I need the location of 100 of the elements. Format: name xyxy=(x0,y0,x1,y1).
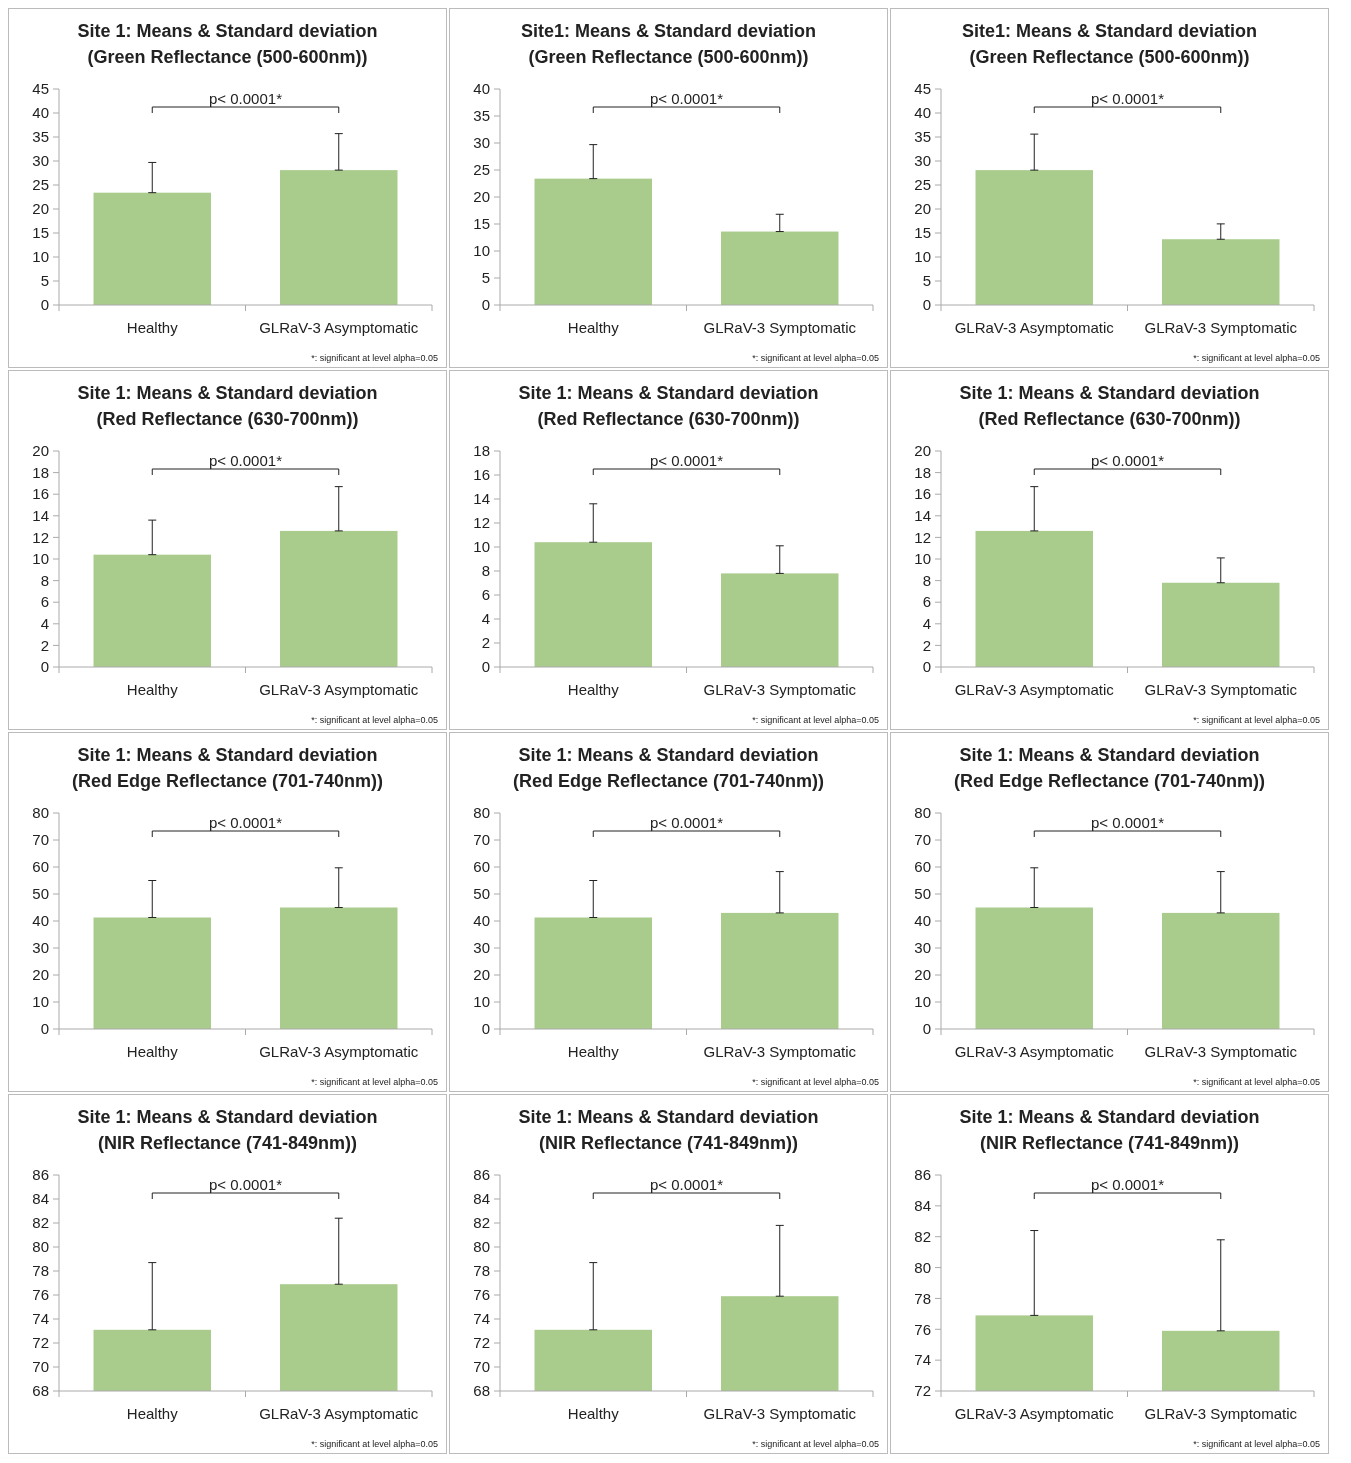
y-tick-label: 30 xyxy=(914,152,931,170)
x-tick-label: Healthy xyxy=(567,681,620,698)
chart-subtitle: (Green Reflectance (500-600nm)) xyxy=(87,47,368,67)
x-tick-label: GLRaV-3 Symptomatic xyxy=(703,319,857,336)
y-tick-label: 40 xyxy=(32,912,49,930)
y-tick-label: 0 xyxy=(481,658,490,676)
x-tick-label: GLRaV-3 Symptomatic xyxy=(703,681,857,698)
annotation: p< 0.0001* xyxy=(1091,814,1165,831)
y-tick-label: 84 xyxy=(914,1197,931,1215)
y-tick-label: 16 xyxy=(914,485,931,503)
y-tick-label: 2 xyxy=(40,636,49,654)
y-tick-label: 10 xyxy=(473,538,490,556)
x-tick-label: GLRaV-3 Symptomatic xyxy=(1144,319,1298,336)
y-tick-label: 20 xyxy=(32,442,49,460)
y-tick-label: 78 xyxy=(914,1289,931,1307)
y-tick-label: 4 xyxy=(40,615,49,633)
y-tick-label: 80 xyxy=(473,804,490,822)
chart-title: Site 1: Means & Standard deviation xyxy=(518,383,819,403)
y-tick-label: 84 xyxy=(32,1190,49,1208)
chart-title: Site1: Means & Standard deviation xyxy=(520,21,817,41)
y-tick-label: 0 xyxy=(40,658,49,676)
y-tick-label: 70 xyxy=(914,831,931,849)
y-tick-label: 68 xyxy=(473,1382,490,1400)
y-tick-label: 15 xyxy=(32,224,49,242)
x-tick-label: GLRaV-3 Asymptomatic xyxy=(954,319,1115,336)
text: *: significant at level alpha=0.05 xyxy=(1193,715,1320,725)
chart-subtitle: (Red Edge Reflectance (701-740nm)) xyxy=(71,771,384,791)
chart-title: Site 1: Means & Standard deviation xyxy=(77,1107,378,1127)
y-tick-label: 40 xyxy=(914,104,931,122)
annotation: p< 0.0001* xyxy=(650,1176,724,1193)
x-tick-label: GLRaV-3 Asymptomatic xyxy=(259,1405,419,1422)
y-tick-label: 78 xyxy=(32,1262,49,1280)
y-tick-label: 30 xyxy=(473,939,490,957)
y-tick-label: 5 xyxy=(481,269,490,287)
y-tick-label: 80 xyxy=(914,1258,931,1276)
y-tick-label: 10 xyxy=(32,550,49,568)
x-tick-label: GLRaV-3 Asymptomatic xyxy=(259,1043,419,1060)
y-tick-label: 84 xyxy=(473,1190,490,1208)
y-tick-label: 80 xyxy=(32,804,49,822)
y-tick-label: 82 xyxy=(32,1214,49,1232)
y-tick-label: 2 xyxy=(922,636,931,654)
text: *: significant at level alpha=0.05 xyxy=(311,1077,438,1087)
text: *: significant at level alpha=0.05 xyxy=(1193,1077,1320,1087)
y-tick-label: 20 xyxy=(473,188,490,206)
y-tick-label: 0 xyxy=(922,296,931,314)
y-tick-label: 70 xyxy=(32,1358,49,1376)
text: *: significant at level alpha=0.05 xyxy=(311,353,438,363)
y-tick-label: 12 xyxy=(473,514,490,532)
x-tick-label: GLRaV-3 Asymptomatic xyxy=(259,681,419,698)
y-tick-label: 0 xyxy=(40,1020,49,1038)
chart-subtitle: (Red Edge Reflectance (701-740nm)) xyxy=(953,771,1266,791)
y-tick-label: 10 xyxy=(914,550,931,568)
y-tick-label: 72 xyxy=(914,1382,931,1400)
y-tick-label: 14 xyxy=(32,507,49,525)
y-tick-label: 15 xyxy=(473,215,490,233)
y-tick-label: 4 xyxy=(922,615,931,633)
y-tick-label: 72 xyxy=(32,1334,49,1352)
y-tick-label: 6 xyxy=(481,586,490,604)
annotation: p< 0.0001* xyxy=(209,452,283,469)
annotation: p< 0.0001* xyxy=(1091,90,1165,107)
y-tick-label: 10 xyxy=(473,993,490,1011)
x-tick-label: Healthy xyxy=(567,1043,620,1060)
annotation: p< 0.0001* xyxy=(1091,452,1165,469)
y-tick-label: 10 xyxy=(32,248,49,266)
y-tick-label: 70 xyxy=(473,831,490,849)
y-tick-label: 40 xyxy=(473,80,490,98)
chart-subtitle: (Red Reflectance (630-700nm)) xyxy=(96,409,359,429)
chart-subtitle: (NIR Reflectance (741-849nm)) xyxy=(538,1133,799,1153)
y-tick-label: 18 xyxy=(914,463,931,481)
x-tick-label: GLRaV-3 Symptomatic xyxy=(1144,1043,1298,1060)
y-tick-label: 45 xyxy=(32,80,49,98)
text: *: significant at level alpha=0.05 xyxy=(752,353,879,363)
y-tick-label: 6 xyxy=(922,593,931,611)
y-tick-label: 18 xyxy=(32,463,49,481)
chart-subtitle: (Red Reflectance (630-700nm)) xyxy=(978,409,1241,429)
y-tick-label: 74 xyxy=(32,1310,49,1328)
y-tick-label: 40 xyxy=(914,912,931,930)
chart-title: Site 1: Means & Standard deviation xyxy=(959,1107,1260,1127)
y-tick-label: 5 xyxy=(40,272,49,290)
y-tick-label: 82 xyxy=(473,1214,490,1232)
y-tick-label: 70 xyxy=(32,831,49,849)
y-tick-label: 76 xyxy=(32,1286,49,1304)
y-tick-label: 20 xyxy=(914,200,931,218)
x-tick-label: Healthy xyxy=(126,319,179,336)
y-tick-label: 20 xyxy=(914,966,931,984)
y-tick-label: 40 xyxy=(32,104,49,122)
y-tick-label: 0 xyxy=(40,296,49,314)
y-tick-label: 30 xyxy=(914,939,931,957)
y-tick-label: 80 xyxy=(914,804,931,822)
chart-subtitle: (NIR Reflectance (741-849nm)) xyxy=(979,1133,1240,1153)
y-tick-label: 12 xyxy=(914,528,931,546)
y-tick-label: 2 xyxy=(481,634,490,652)
chart-title: Site 1: Means & Standard deviation xyxy=(518,745,819,765)
y-tick-label: 0 xyxy=(922,658,931,676)
x-tick-label: GLRaV-3 Symptomatic xyxy=(1144,1405,1298,1422)
y-tick-label: 4 xyxy=(481,610,490,628)
y-tick-label: 50 xyxy=(914,885,931,903)
x-tick-label: GLRaV-3 Asymptomatic xyxy=(954,1043,1115,1060)
annotation: p< 0.0001* xyxy=(209,1176,283,1193)
chart-title: Site 1: Means & Standard deviation xyxy=(77,383,378,403)
